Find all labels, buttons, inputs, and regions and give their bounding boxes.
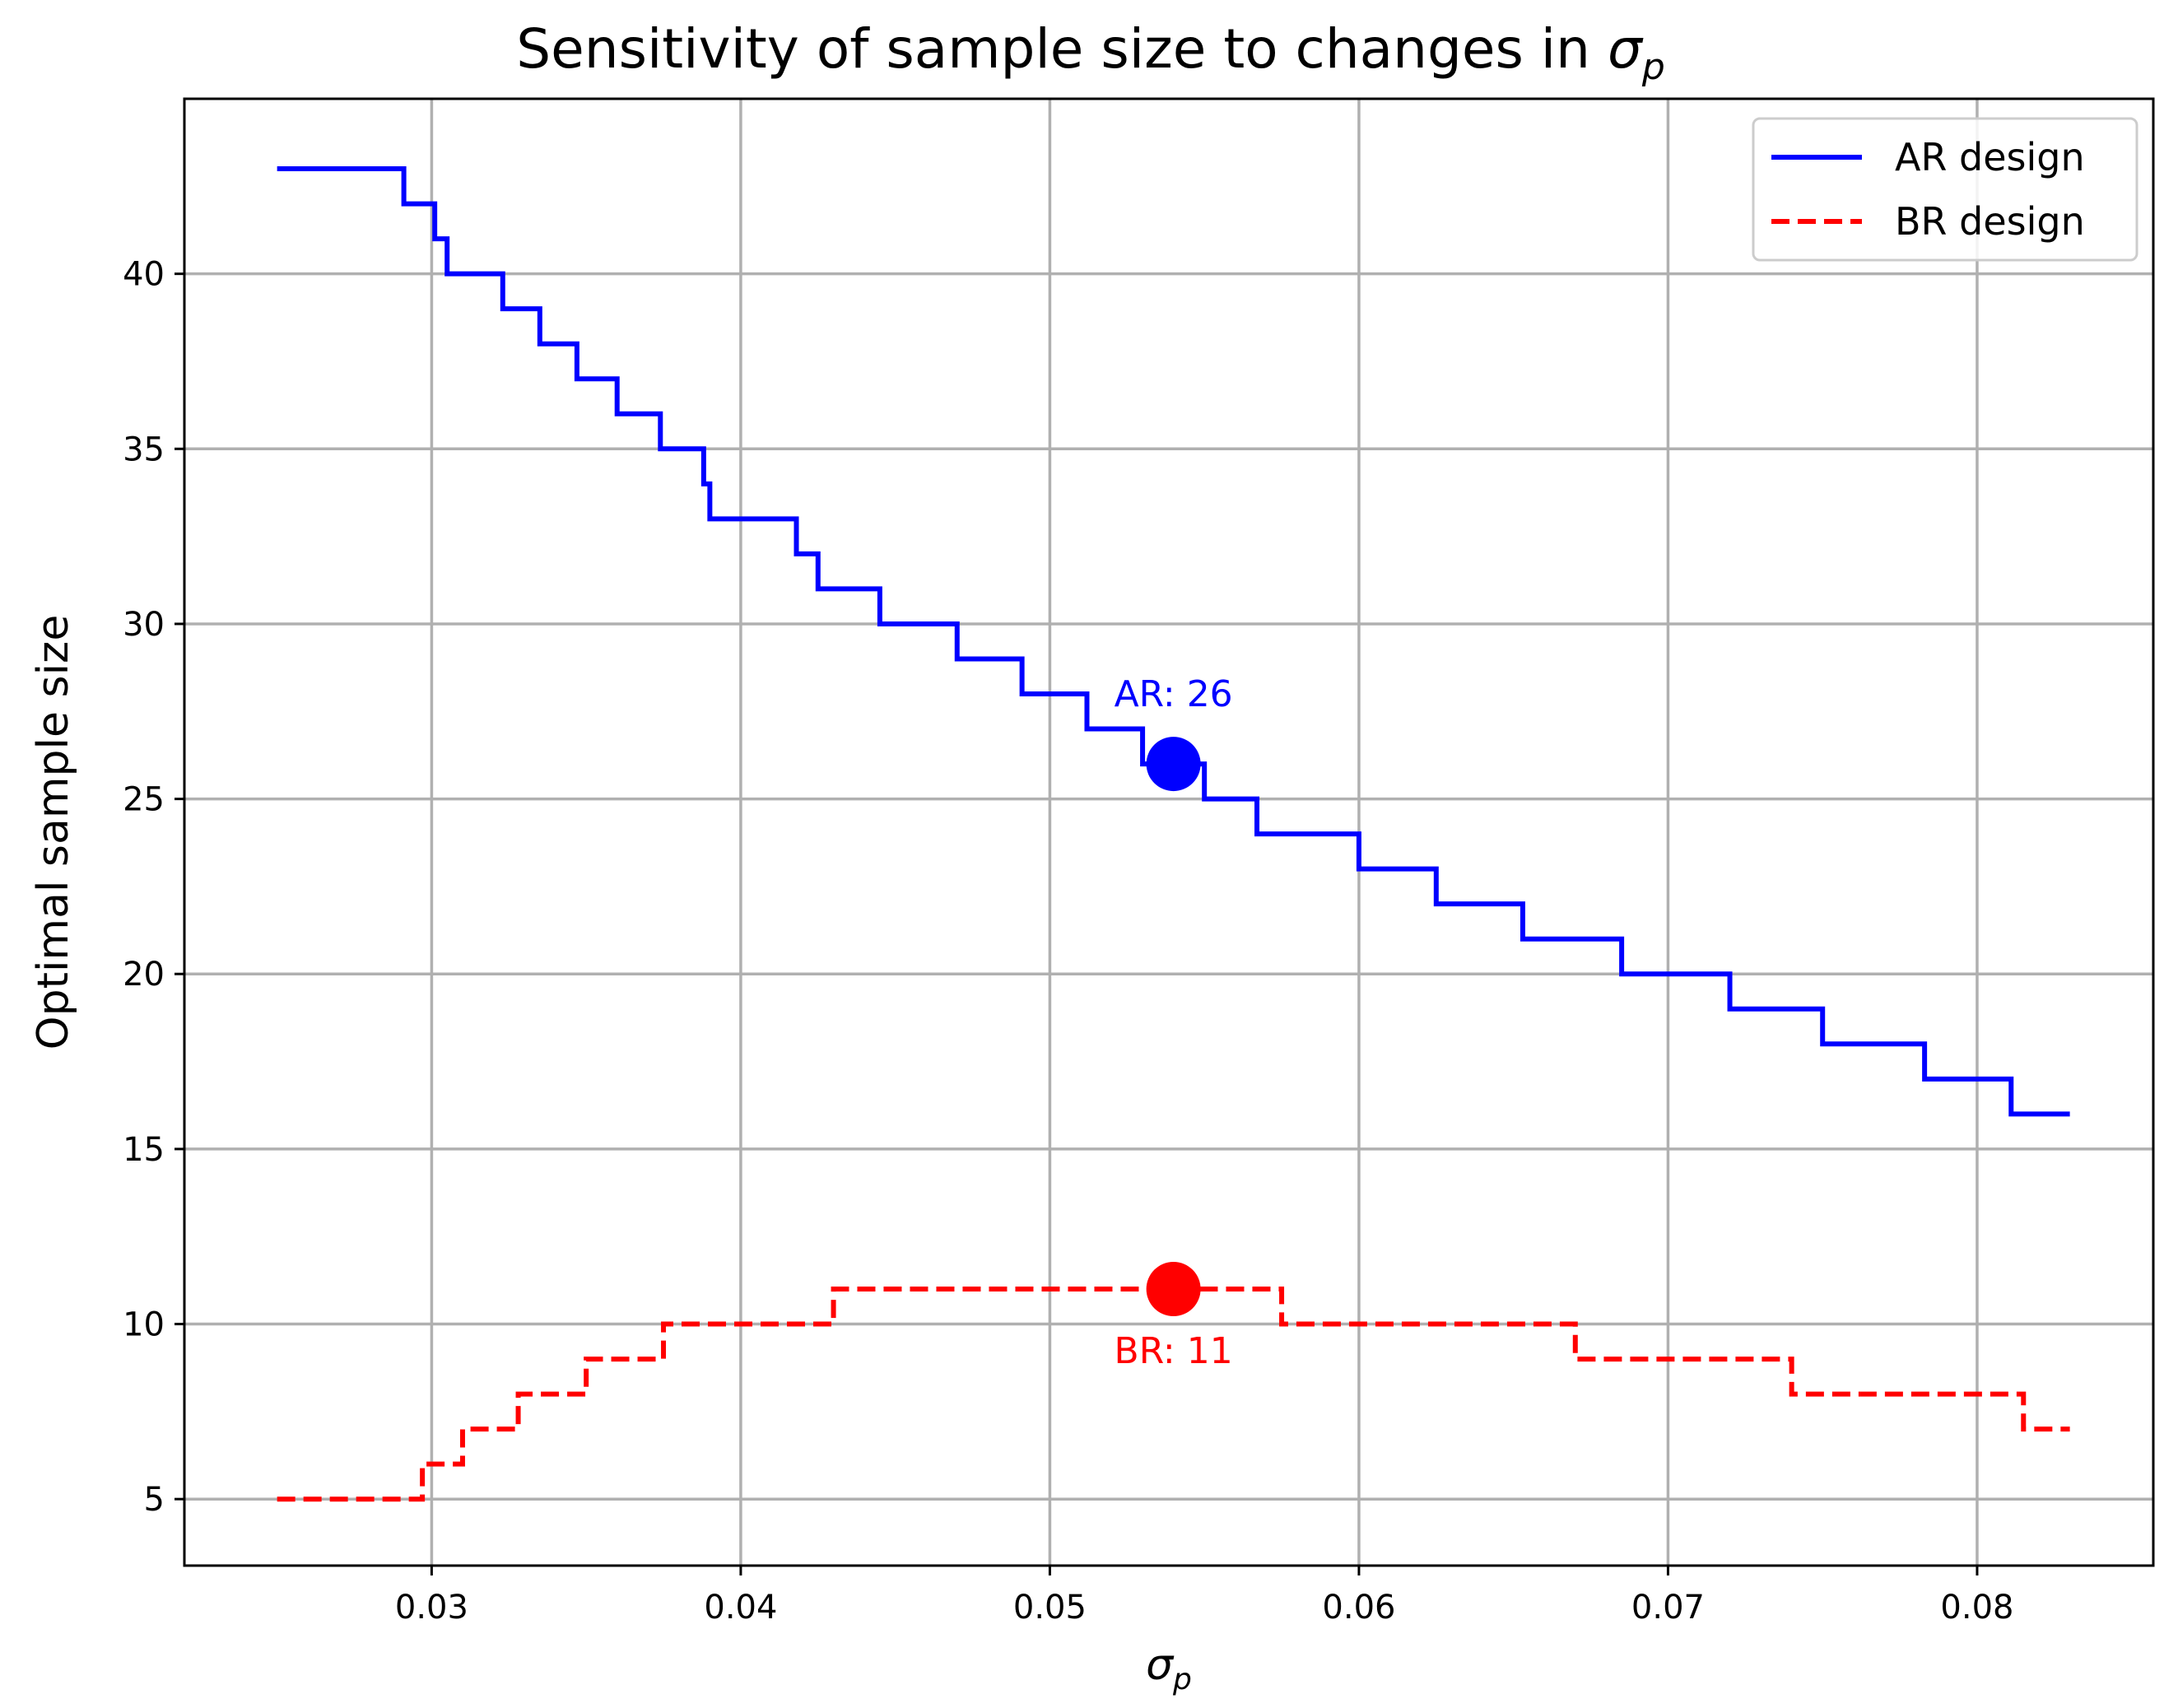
- y-axis-label: Optimal sample size: [29, 615, 78, 1050]
- y-tick-label: 25: [123, 781, 165, 819]
- y-tick-label: 20: [123, 956, 165, 994]
- y-tick-label: 5: [144, 1481, 165, 1519]
- legend-label-br: BR design: [1895, 199, 2085, 244]
- y-tick-label: 35: [123, 430, 165, 468]
- marker-br: [1146, 1262, 1201, 1317]
- annotation-ar: AR: 26: [1115, 673, 1233, 715]
- x-tick-label: 0.07: [1631, 1589, 1705, 1627]
- marker-ar: [1146, 737, 1201, 792]
- ticks-layer: 0.03 0.04 0.05 0.06 0.07 0.08 5 10 15 20 25 30 35 40: [123, 256, 2013, 1627]
- annotation-br: BR: 11: [1115, 1330, 1233, 1372]
- x-tick-label: 0.04: [704, 1589, 777, 1627]
- legend-box: [1752, 117, 2138, 262]
- series-line-ar: [277, 166, 2070, 1117]
- legend: AR design BR design: [1752, 117, 2138, 262]
- series-layer: [277, 166, 2070, 1502]
- marker-layer: AR: 26 BR: 11: [1115, 673, 1233, 1372]
- y-tick-label: 15: [123, 1131, 165, 1169]
- legend-label-ar: AR design: [1895, 135, 2085, 179]
- grid: [184, 99, 2153, 1566]
- y-tick-label: 40: [123, 256, 165, 294]
- y-tick-label: 10: [123, 1306, 165, 1344]
- x-tick-label: 0.05: [1013, 1589, 1087, 1627]
- x-tick-label: 0.08: [1940, 1589, 2013, 1627]
- y-tick-label: 30: [123, 606, 165, 644]
- chart-title: Sensitivity of sample size to changes in…: [516, 17, 1665, 88]
- series-line-br: [277, 1287, 2070, 1502]
- plot-frame: [183, 97, 2155, 1567]
- x-axis-label: σp: [1146, 1641, 1192, 1696]
- x-tick-label: 0.06: [1322, 1589, 1395, 1627]
- x-tick-label: 0.03: [395, 1589, 468, 1627]
